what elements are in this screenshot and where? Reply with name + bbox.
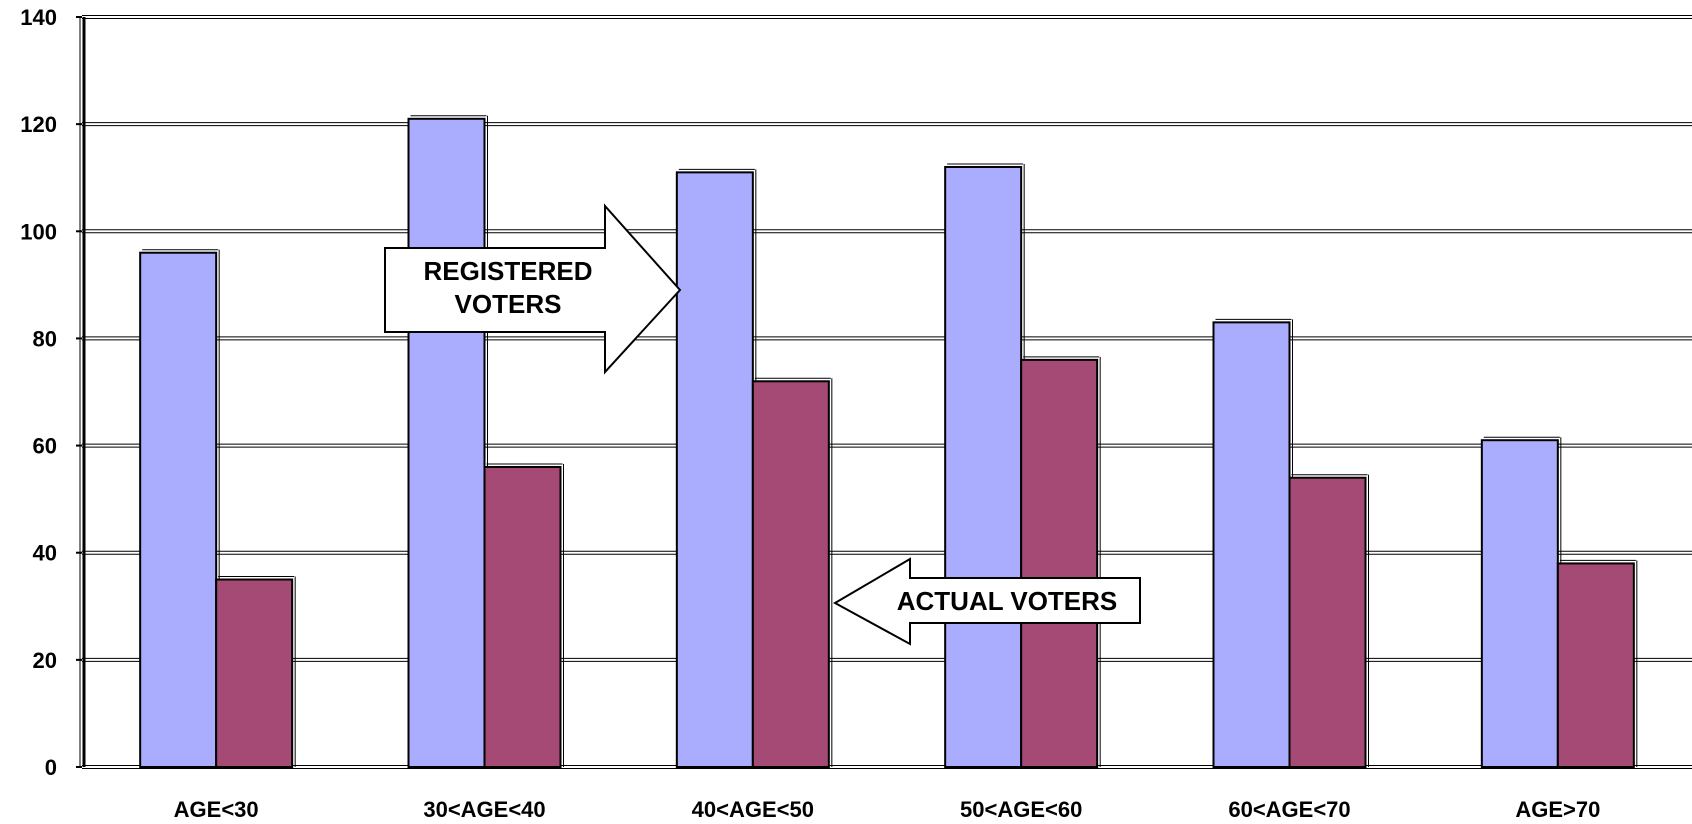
registered-voters-callout: REGISTERED VOTERS bbox=[384, 203, 682, 375]
y-axis-ticks: 0 20 40 60 80 100 120 140 bbox=[20, 5, 82, 780]
y-tick-label: 40 bbox=[33, 541, 57, 566]
y-tick-label: 80 bbox=[33, 326, 57, 351]
x-tick-label: 60<AGE<70 bbox=[1228, 797, 1350, 822]
registered-voters-arrow bbox=[384, 203, 682, 375]
y-tick-label: 120 bbox=[20, 112, 57, 137]
x-tick-label: AGE<30 bbox=[174, 797, 259, 822]
registered-voters-label-line2: VOTERS bbox=[455, 289, 562, 319]
bar bbox=[139, 251, 218, 768]
x-tick-label: AGE>70 bbox=[1515, 797, 1600, 822]
registered-voters-label-line1: REGISTERED bbox=[423, 256, 592, 286]
bar bbox=[407, 117, 486, 769]
y-tick-label: 100 bbox=[20, 219, 57, 244]
y-tick-label: 140 bbox=[20, 5, 57, 30]
x-tick-label: 50<AGE<60 bbox=[960, 797, 1082, 822]
gridlines bbox=[82, 15, 1692, 769]
y-tick-label: 20 bbox=[33, 648, 57, 673]
bar bbox=[675, 171, 754, 769]
x-tick-label: 30<AGE<40 bbox=[423, 797, 545, 822]
bar bbox=[751, 380, 830, 768]
bar bbox=[215, 578, 294, 768]
bar bbox=[1556, 562, 1635, 769]
bars bbox=[139, 115, 1638, 769]
y-tick-label: 60 bbox=[33, 434, 57, 459]
y-tick-label: 0 bbox=[45, 755, 57, 780]
bar bbox=[1020, 358, 1099, 768]
actual-voters-label: ACTUAL VOTERS bbox=[897, 586, 1118, 616]
axes bbox=[79, 17, 86, 767]
x-axis-ticks: AGE<30 30<AGE<40 40<AGE<50 50<AGE<60 60<AGE<… bbox=[174, 797, 1601, 822]
bar bbox=[1288, 476, 1367, 768]
bar bbox=[944, 166, 1023, 768]
bar bbox=[1480, 439, 1559, 768]
x-tick-label: 40<AGE<50 bbox=[692, 797, 814, 822]
bar bbox=[1212, 321, 1291, 768]
bar bbox=[483, 466, 562, 768]
actual-voters-arrow bbox=[832, 557, 1141, 646]
actual-voters-callout: ACTUAL VOTERS bbox=[832, 557, 1141, 646]
